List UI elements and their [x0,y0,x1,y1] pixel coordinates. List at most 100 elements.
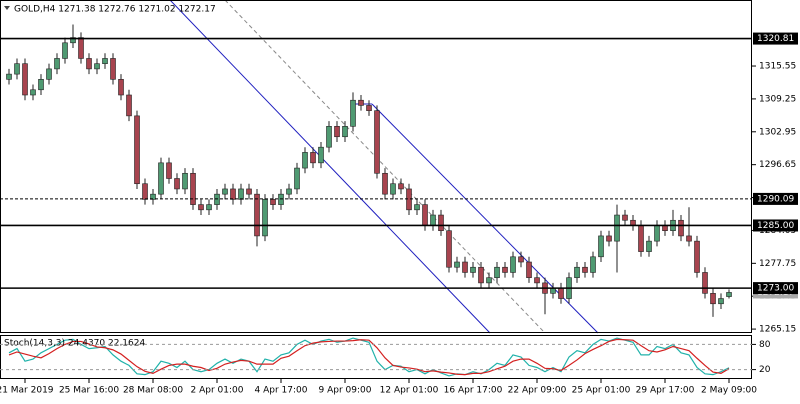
level-label: 1290.09 [757,194,794,204]
x-tick-label: 25 Mar 16:00 [59,386,119,396]
level-box [753,192,798,205]
candle-body [150,193,156,200]
candle-body [222,188,228,195]
candle-body [726,292,732,297]
x-tick-label: 21 Mar 2019 [0,386,54,396]
candle-body [598,235,604,258]
candle-body [622,214,628,221]
candle-body [446,230,452,268]
x-tick-label: 12 Apr 01:00 [380,386,439,396]
level-label: 1285.00 [757,221,794,231]
candle-body [510,256,516,273]
candle-body [502,266,508,273]
candle-body [238,188,244,200]
candle-body [422,204,428,226]
candle-body [302,152,308,169]
stoch-frame [0,335,752,379]
candle-body [318,146,324,164]
candle-body [310,152,316,164]
candle-body [558,287,564,299]
level-label: 1273.00 [757,284,794,294]
level-box [753,219,798,232]
candle-body [374,110,380,174]
x-tick-label: 9 Apr 09:00 [319,386,372,396]
chart-title: GOLD,H4 1271.38 1272.76 1271.02 1272.17 [14,5,216,15]
level-box [753,282,798,295]
level-label: 1320.81 [757,34,794,44]
candle-body [246,188,252,195]
candle-body [166,162,172,179]
y-tick-label: 80 [759,340,771,350]
candle-body [70,37,76,44]
candle-body [14,63,20,75]
candle-body [86,58,92,70]
candle-body [270,199,276,205]
candle-body [38,79,44,91]
x-tick-label: 2 Apr 01:00 [191,386,244,396]
y-tick-label: 1296.65 [759,160,796,170]
stoch-line [8,338,730,376]
candle-body [30,89,36,96]
candle-body [590,256,596,273]
candle-body [118,79,124,96]
candle-body [414,204,420,211]
x-tick-label: 4 Apr 17:00 [255,386,308,396]
candle-body [678,219,684,237]
candle-body [6,73,12,80]
candle-body [110,58,116,80]
candle-body [182,172,188,190]
candle-body [470,266,476,273]
candle-body [518,256,524,263]
candle-body [646,240,652,252]
candle-body [230,188,236,200]
y-tick-label: 1265.15 [759,325,796,335]
candle-body [702,272,708,294]
candle-body [22,63,28,96]
candle-body [262,199,268,237]
x-tick-label: 2 May 09:00 [701,386,757,396]
x-tick-label: 16 Apr 17:00 [444,386,503,396]
candle-body [430,214,436,226]
channel-line [169,0,491,334]
candle-body [358,99,364,106]
candle-body [286,188,292,195]
candle-body [62,42,68,59]
candle-body [342,126,348,138]
candle-body [614,214,620,242]
candle-body [334,126,340,138]
candle-body [254,193,260,237]
candle-body [126,94,132,117]
candle-body [390,183,396,195]
candle-body [710,293,716,305]
candle-body [142,183,148,200]
candle-body [174,178,180,190]
candle-body [46,68,52,80]
candle-body [350,99,356,127]
candle-body [54,58,60,70]
candle-body [198,204,204,211]
y-tick-label: 20 [759,365,771,375]
candle-body [654,225,660,242]
candle-body [94,63,100,70]
marks [6,24,732,377]
stoch-title: Stoch(14,3,3) 24.4370 22.1624 [4,339,145,349]
candle-body [606,235,612,242]
candle-body [382,172,388,195]
x-tick-label: 29 Apr 17:00 [636,386,695,396]
dropdown-icon [4,6,10,10]
candle-body [534,277,540,284]
candle-body [366,105,372,111]
y-tick-label: 1277.75 [759,259,796,269]
candle-body [190,172,196,205]
candle-body [462,261,468,273]
candle-body [294,167,300,190]
candle-body [694,240,700,273]
level-box [753,32,798,45]
candle-body [494,266,500,278]
candle-body [582,266,588,273]
y-tick-label: 1315.55 [759,62,796,72]
candle-body [78,37,84,59]
candle-body [438,214,444,231]
candle-body [102,58,108,64]
